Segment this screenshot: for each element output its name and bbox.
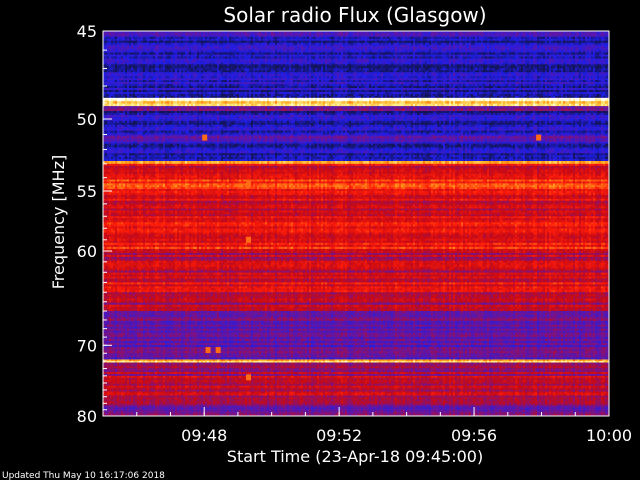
heatmap-area <box>103 31 609 417</box>
chart-title: Solar radio Flux (Glasgow) <box>223 3 486 27</box>
